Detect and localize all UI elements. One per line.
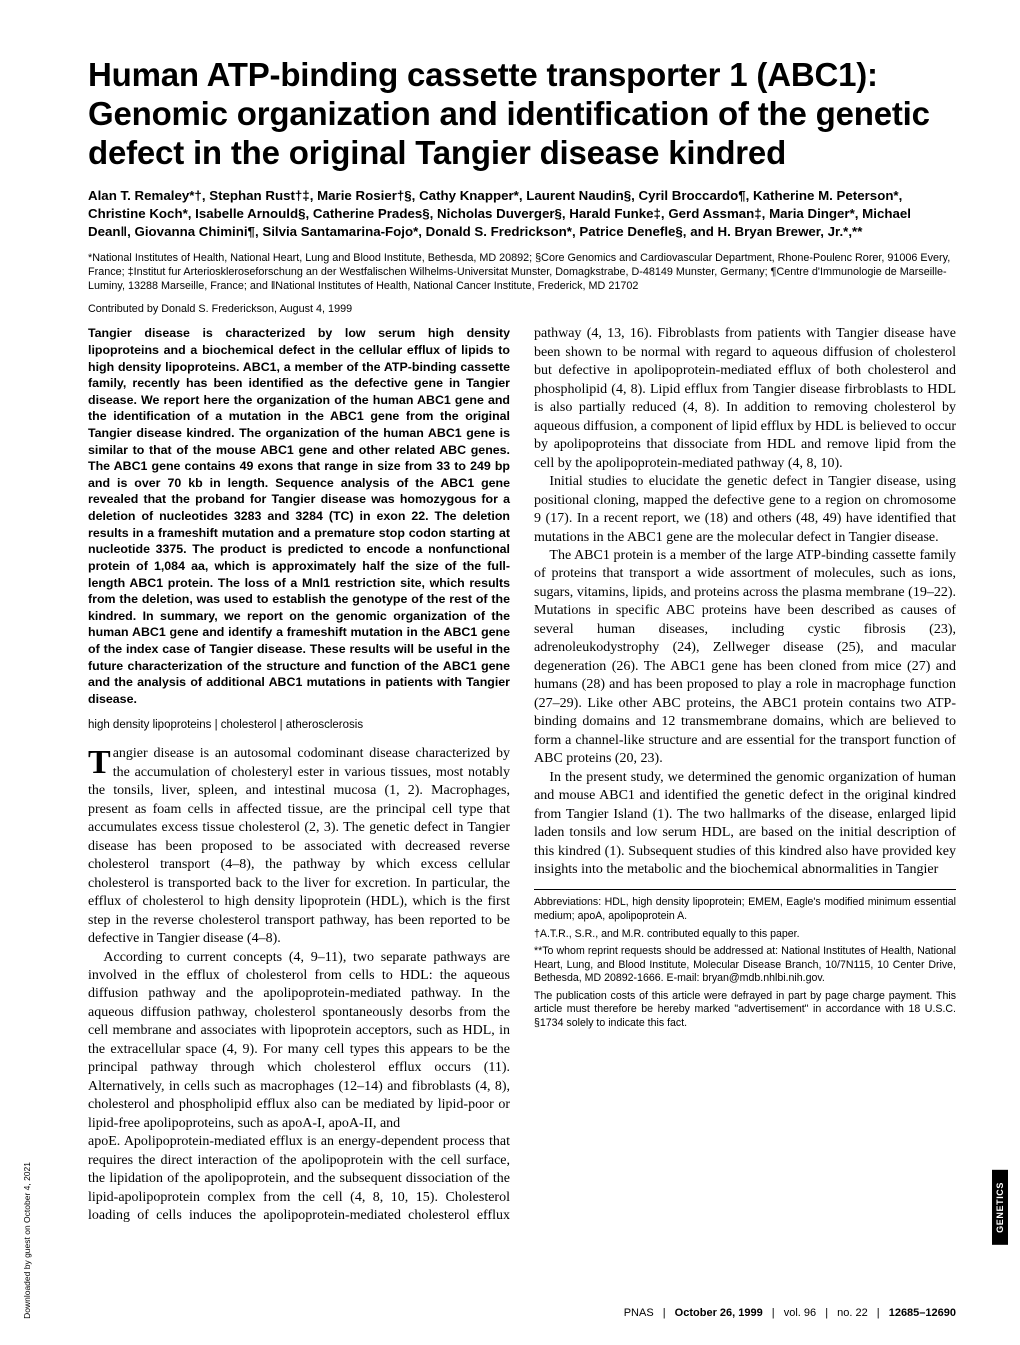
body-paragraph-5: The ABC1 protein is a member of the larg… xyxy=(534,547,956,769)
footnote-divider xyxy=(534,889,956,890)
download-label: Downloaded by guest on October 4, 2021 xyxy=(22,1162,32,1319)
abstract: Tangier disease is characterized by low … xyxy=(88,325,510,707)
two-column-body: Tangier disease is characterized by low … xyxy=(88,325,956,1243)
footer-journal: PNAS xyxy=(624,1307,654,1319)
footer-separator: | xyxy=(772,1307,775,1319)
footer-volume: vol. 96 xyxy=(784,1307,816,1319)
footnote-reprint-requests: **To whom reprint requests should be add… xyxy=(534,945,956,986)
contributed-line: Contributed by Donald S. Frederickson, A… xyxy=(88,303,956,315)
body-paragraph-1: Tangier disease is an autosomal codomina… xyxy=(88,745,510,948)
footer-date: October 26, 1999 xyxy=(675,1307,763,1319)
page-footer: PNAS | October 26, 1999 | vol. 96 | no. … xyxy=(624,1307,956,1319)
section-label: GENETICS xyxy=(992,1170,1008,1245)
page-root: Human ATP-binding cassette transporter 1… xyxy=(0,0,1020,1345)
body-paragraph-4: Initial studies to elucidate the genetic… xyxy=(534,473,956,547)
footnotes-block: Abbreviations: HDL, high density lipopro… xyxy=(534,889,956,1030)
footer-pages: 12685–12690 xyxy=(889,1307,956,1319)
footer-separator: | xyxy=(877,1307,880,1319)
affiliations: *National Institutes of Health, National… xyxy=(88,251,956,294)
footer-separator: | xyxy=(663,1307,666,1319)
body-paragraph-6: In the present study, we determined the … xyxy=(534,769,956,880)
footer-separator: | xyxy=(825,1307,828,1319)
footnote-abbreviations: Abbreviations: HDL, high density lipopro… xyxy=(534,896,956,923)
keywords: high density lipoproteins | cholesterol … xyxy=(88,719,510,731)
authors-line: Alan T. Remaley*†, Stephan Rust†‡, Marie… xyxy=(88,187,956,241)
article-title: Human ATP-binding cassette transporter 1… xyxy=(88,56,956,173)
footer-number: no. 22 xyxy=(837,1307,868,1319)
footnote-equal-contribution: †A.T.R., S.R., and M.R. contributed equa… xyxy=(534,928,956,942)
body-paragraph-2: According to current concepts (4, 9–11),… xyxy=(88,949,510,1134)
footnote-publication-costs: The publication costs of this article we… xyxy=(534,990,956,1031)
